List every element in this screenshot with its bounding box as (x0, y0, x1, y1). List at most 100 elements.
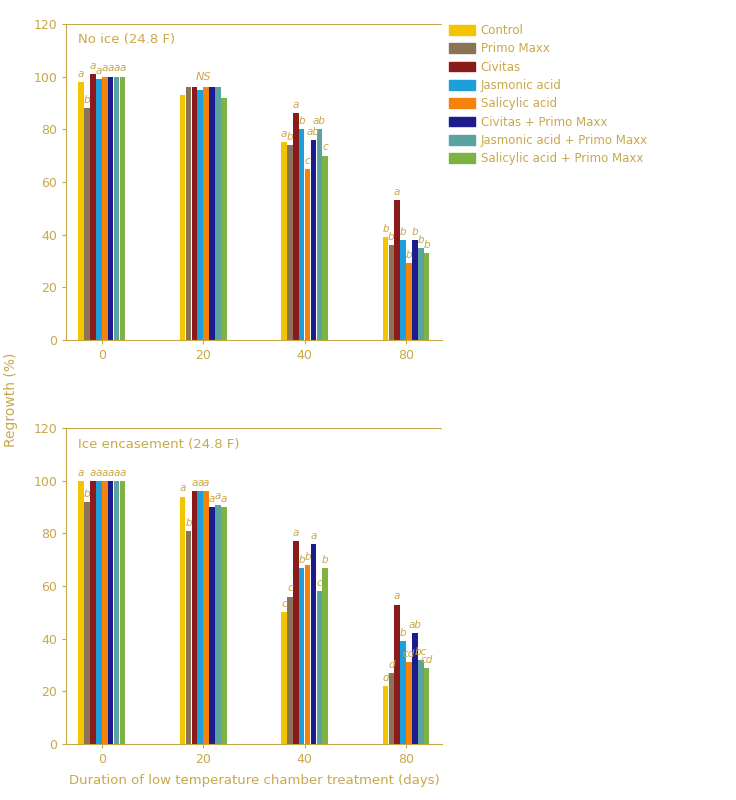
Bar (203, 87, 209, 340)
Text: b: b (185, 518, 192, 528)
Text: a: a (107, 468, 114, 478)
Bar (215, 505, 221, 744)
Text: a: a (102, 63, 108, 74)
Bar (107, 77, 113, 340)
Bar (311, 544, 316, 744)
Text: a: a (191, 478, 197, 488)
Bar (209, 507, 215, 744)
Text: a: a (281, 130, 287, 139)
Text: cd: cd (403, 650, 415, 659)
Text: a: a (96, 468, 102, 478)
Bar (96, 481, 102, 744)
Text: a: a (119, 63, 126, 74)
Bar (203, 491, 209, 744)
Text: b: b (304, 552, 311, 562)
Bar (305, 169, 311, 340)
Text: b: b (298, 116, 305, 126)
Bar (102, 481, 107, 744)
Text: cd: cd (420, 654, 433, 665)
Bar (418, 660, 423, 744)
Bar (316, 130, 322, 340)
Bar (221, 507, 227, 744)
Bar (316, 591, 322, 744)
Text: b: b (417, 234, 424, 245)
Bar (293, 114, 299, 340)
Text: b: b (286, 132, 293, 142)
Text: c: c (287, 583, 293, 594)
Text: a: a (107, 63, 114, 74)
Bar (221, 98, 227, 340)
Bar (412, 240, 417, 340)
Text: a: a (293, 528, 299, 538)
Text: b: b (298, 554, 305, 565)
Bar (406, 662, 411, 744)
Bar (322, 155, 328, 340)
Bar (107, 481, 113, 744)
Bar (311, 140, 316, 340)
Text: a: a (96, 66, 102, 76)
Bar (185, 87, 191, 340)
Text: c: c (305, 155, 311, 166)
Bar (79, 82, 84, 340)
Bar (185, 531, 191, 744)
Text: b: b (322, 554, 328, 565)
Bar (287, 597, 293, 744)
Bar (281, 613, 287, 744)
Text: ab: ab (307, 126, 320, 137)
Text: a: a (221, 494, 227, 504)
Text: b: b (400, 226, 406, 237)
Text: b: b (388, 232, 394, 242)
Bar (191, 491, 197, 744)
Text: d: d (382, 673, 389, 683)
Text: a: a (78, 69, 85, 78)
Bar (299, 568, 305, 744)
Text: ab: ab (313, 116, 326, 126)
Bar (79, 481, 84, 744)
Bar (293, 542, 299, 744)
Bar (383, 237, 389, 340)
Bar (400, 240, 406, 340)
Bar (215, 87, 221, 340)
Bar (91, 74, 96, 340)
Bar (383, 686, 389, 744)
Text: a: a (180, 483, 185, 494)
Text: Regrowth (%): Regrowth (%) (4, 353, 18, 447)
Bar (412, 634, 417, 744)
Text: No ice (24.8 F): No ice (24.8 F) (77, 34, 174, 46)
Bar (305, 565, 311, 744)
X-axis label: Duration of low temperature chamber treatment (days): Duration of low temperature chamber trea… (68, 774, 439, 787)
Text: a: a (394, 187, 400, 197)
Text: a: a (293, 100, 299, 110)
Bar (394, 200, 400, 340)
Bar (418, 248, 423, 340)
Bar (400, 642, 406, 744)
Text: a: a (90, 468, 96, 478)
Bar (299, 130, 305, 340)
Text: a: a (197, 478, 203, 488)
Text: b: b (423, 240, 430, 250)
Bar (406, 263, 411, 340)
Legend: Control, Primo Maxx, Civitas, Jasmonic acid, Salicylic acid, Civitas + Primo Max: Control, Primo Maxx, Civitas, Jasmonic a… (449, 24, 648, 165)
Bar (119, 77, 125, 340)
Text: a: a (90, 61, 96, 71)
Text: a: a (113, 63, 120, 74)
Text: a: a (78, 468, 85, 478)
Bar (180, 95, 185, 340)
Text: a: a (119, 468, 126, 478)
Bar (197, 90, 203, 340)
Bar (389, 245, 394, 340)
Text: b: b (84, 489, 91, 498)
Bar (424, 668, 429, 744)
Bar (209, 87, 215, 340)
Bar (113, 481, 119, 744)
Bar (113, 77, 119, 340)
Text: c: c (316, 578, 322, 588)
Bar (322, 568, 328, 744)
Bar (394, 605, 400, 744)
Bar (96, 79, 102, 340)
Bar (91, 481, 96, 744)
Bar (85, 502, 90, 744)
Text: b: b (84, 95, 91, 105)
Text: ab: ab (408, 620, 422, 630)
Bar (424, 253, 429, 340)
